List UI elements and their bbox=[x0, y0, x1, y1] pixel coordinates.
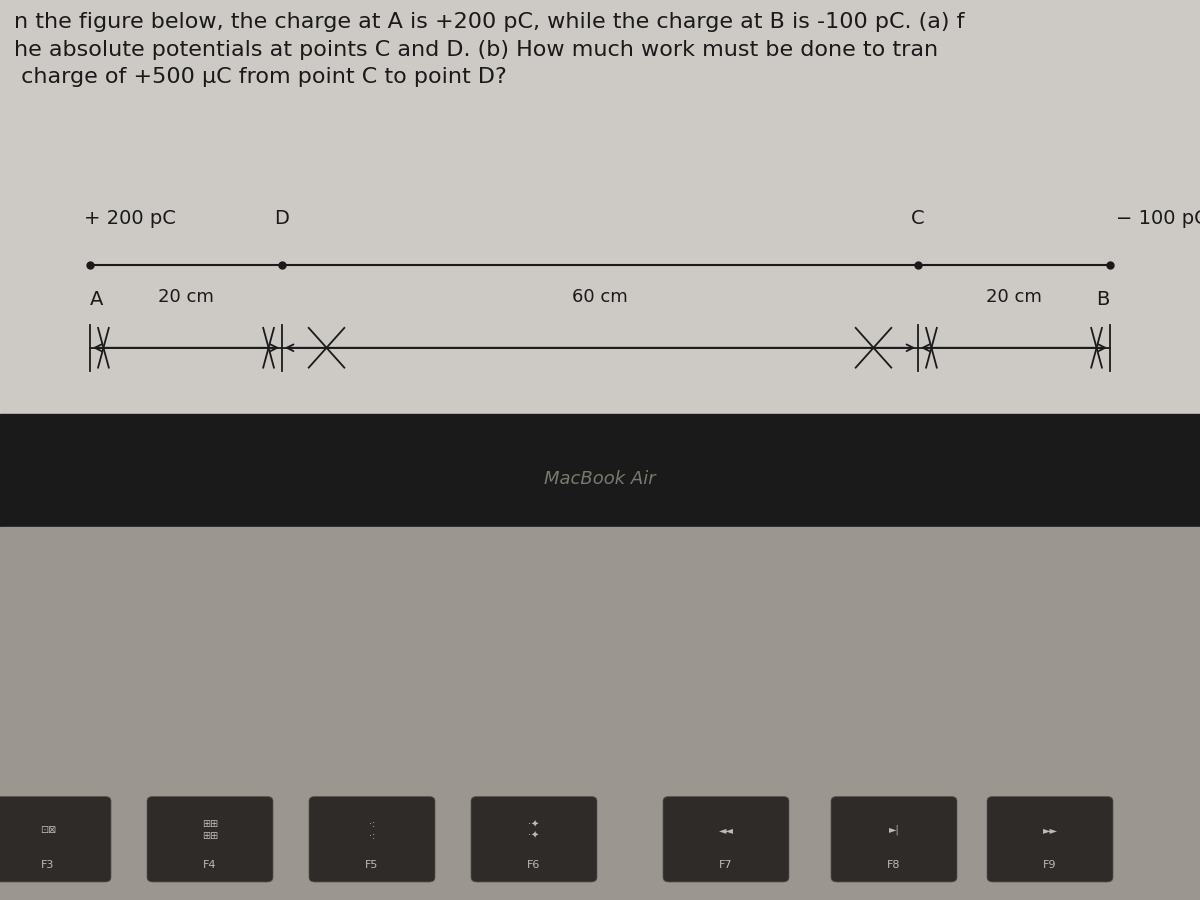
Text: n the figure below, the charge at A is +200 pC, while the charge at B is -100 pC: n the figure below, the charge at A is +… bbox=[14, 13, 965, 86]
Text: ·:
·:: ·: ·: bbox=[368, 819, 376, 841]
Text: B: B bbox=[1097, 290, 1110, 309]
Text: ⊞⊞
⊞⊞: ⊞⊞ ⊞⊞ bbox=[202, 819, 218, 841]
Text: ·✦
·✦: ·✦ ·✦ bbox=[528, 819, 540, 841]
Text: F8: F8 bbox=[887, 860, 901, 870]
FancyBboxPatch shape bbox=[310, 796, 436, 882]
Text: + 200 pC: + 200 pC bbox=[84, 209, 176, 228]
FancyBboxPatch shape bbox=[830, 796, 958, 882]
Text: ◄◄: ◄◄ bbox=[719, 825, 733, 835]
Text: A: A bbox=[90, 290, 103, 309]
Bar bbox=[0, 526, 1200, 900]
FancyBboxPatch shape bbox=[986, 796, 1114, 882]
Text: 20 cm: 20 cm bbox=[158, 288, 214, 306]
Text: D: D bbox=[275, 209, 289, 228]
Text: ►|: ►| bbox=[889, 824, 899, 835]
Text: F7: F7 bbox=[719, 860, 733, 870]
Text: F3: F3 bbox=[41, 860, 55, 870]
FancyBboxPatch shape bbox=[470, 796, 598, 882]
Text: F6: F6 bbox=[527, 860, 541, 870]
Text: 60 cm: 60 cm bbox=[572, 288, 628, 306]
Text: C: C bbox=[911, 209, 925, 228]
FancyBboxPatch shape bbox=[0, 796, 112, 882]
Text: ►►: ►► bbox=[1043, 825, 1057, 835]
Text: F4: F4 bbox=[203, 860, 217, 870]
Text: F5: F5 bbox=[365, 860, 379, 870]
Text: 20 cm: 20 cm bbox=[986, 288, 1042, 306]
Text: MacBook Air: MacBook Air bbox=[544, 470, 656, 488]
Bar bbox=[0, 414, 1200, 526]
Text: ⊡⊠: ⊡⊠ bbox=[40, 825, 56, 835]
Bar bbox=[0, 0, 1200, 414]
Text: − 100 pC: − 100 pC bbox=[1116, 209, 1200, 228]
FancyBboxPatch shape bbox=[662, 796, 790, 882]
FancyBboxPatch shape bbox=[148, 796, 274, 882]
Text: F9: F9 bbox=[1043, 860, 1057, 870]
